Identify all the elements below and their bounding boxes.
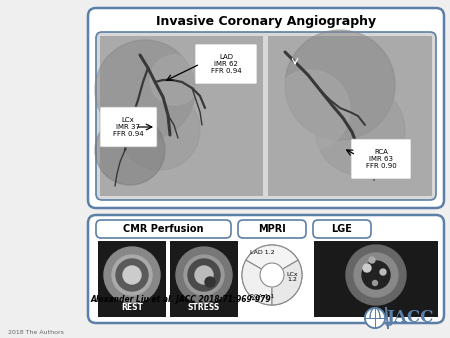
FancyBboxPatch shape (313, 220, 371, 238)
Circle shape (315, 85, 405, 175)
Text: STRESS: STRESS (188, 304, 220, 313)
Text: LAD
IMR 62
FFR 0.94: LAD IMR 62 FFR 0.94 (211, 54, 241, 74)
Circle shape (270, 70, 350, 150)
Text: REST: REST (121, 304, 143, 313)
Bar (98, 241, 166, 317)
FancyBboxPatch shape (195, 44, 257, 84)
Circle shape (116, 259, 148, 291)
Wedge shape (246, 245, 298, 275)
Circle shape (205, 277, 215, 287)
Wedge shape (242, 260, 272, 305)
Circle shape (188, 259, 220, 291)
Circle shape (104, 247, 160, 303)
Circle shape (197, 268, 211, 282)
Bar (170, 241, 238, 317)
Text: Invasive Coronary Angiography: Invasive Coronary Angiography (156, 16, 376, 28)
Circle shape (125, 268, 139, 282)
Bar (100, 36, 263, 196)
Text: 2018 The Authors: 2018 The Authors (8, 330, 64, 335)
Text: Alexander Liu et al. JACC 2018;71:969-979: Alexander Liu et al. JACC 2018;71:969-97… (90, 295, 270, 305)
Circle shape (346, 245, 406, 305)
Circle shape (195, 266, 213, 284)
Circle shape (362, 261, 390, 289)
Circle shape (260, 263, 284, 287)
Text: CMR Perfusion: CMR Perfusion (123, 224, 203, 234)
Circle shape (129, 272, 135, 278)
Circle shape (112, 255, 152, 295)
Text: RCA 1.1: RCA 1.1 (250, 294, 274, 299)
Wedge shape (272, 260, 302, 305)
Text: LAD 1.2: LAD 1.2 (250, 250, 274, 256)
FancyBboxPatch shape (96, 32, 436, 200)
Circle shape (191, 262, 217, 288)
FancyBboxPatch shape (88, 8, 444, 208)
Circle shape (285, 30, 395, 140)
Circle shape (354, 253, 398, 297)
Circle shape (184, 255, 224, 295)
FancyBboxPatch shape (100, 107, 157, 147)
Circle shape (150, 55, 200, 105)
Bar (268, 36, 432, 196)
Circle shape (120, 90, 200, 170)
FancyBboxPatch shape (238, 220, 306, 238)
Circle shape (119, 262, 145, 288)
Circle shape (365, 308, 385, 328)
Text: JACC: JACC (386, 310, 434, 327)
Text: LCx
IMR 37
FFR 0.94: LCx IMR 37 FFR 0.94 (112, 117, 143, 137)
Circle shape (123, 266, 141, 284)
Circle shape (365, 308, 385, 328)
Circle shape (176, 247, 232, 303)
Circle shape (380, 269, 386, 275)
FancyBboxPatch shape (88, 215, 444, 323)
Circle shape (201, 272, 207, 278)
Text: MPRI: MPRI (258, 224, 286, 234)
Bar (314, 241, 438, 317)
FancyBboxPatch shape (96, 220, 231, 238)
Circle shape (242, 245, 302, 305)
Text: RCA
IMR 63
FFR 0.90: RCA IMR 63 FFR 0.90 (365, 149, 396, 169)
Circle shape (95, 115, 165, 185)
Text: LCx
1.2: LCx 1.2 (286, 272, 298, 283)
Text: LGE: LGE (332, 224, 352, 234)
Circle shape (95, 40, 195, 140)
FancyBboxPatch shape (351, 139, 411, 179)
Circle shape (363, 264, 371, 272)
Circle shape (373, 281, 378, 286)
Circle shape (369, 257, 375, 263)
